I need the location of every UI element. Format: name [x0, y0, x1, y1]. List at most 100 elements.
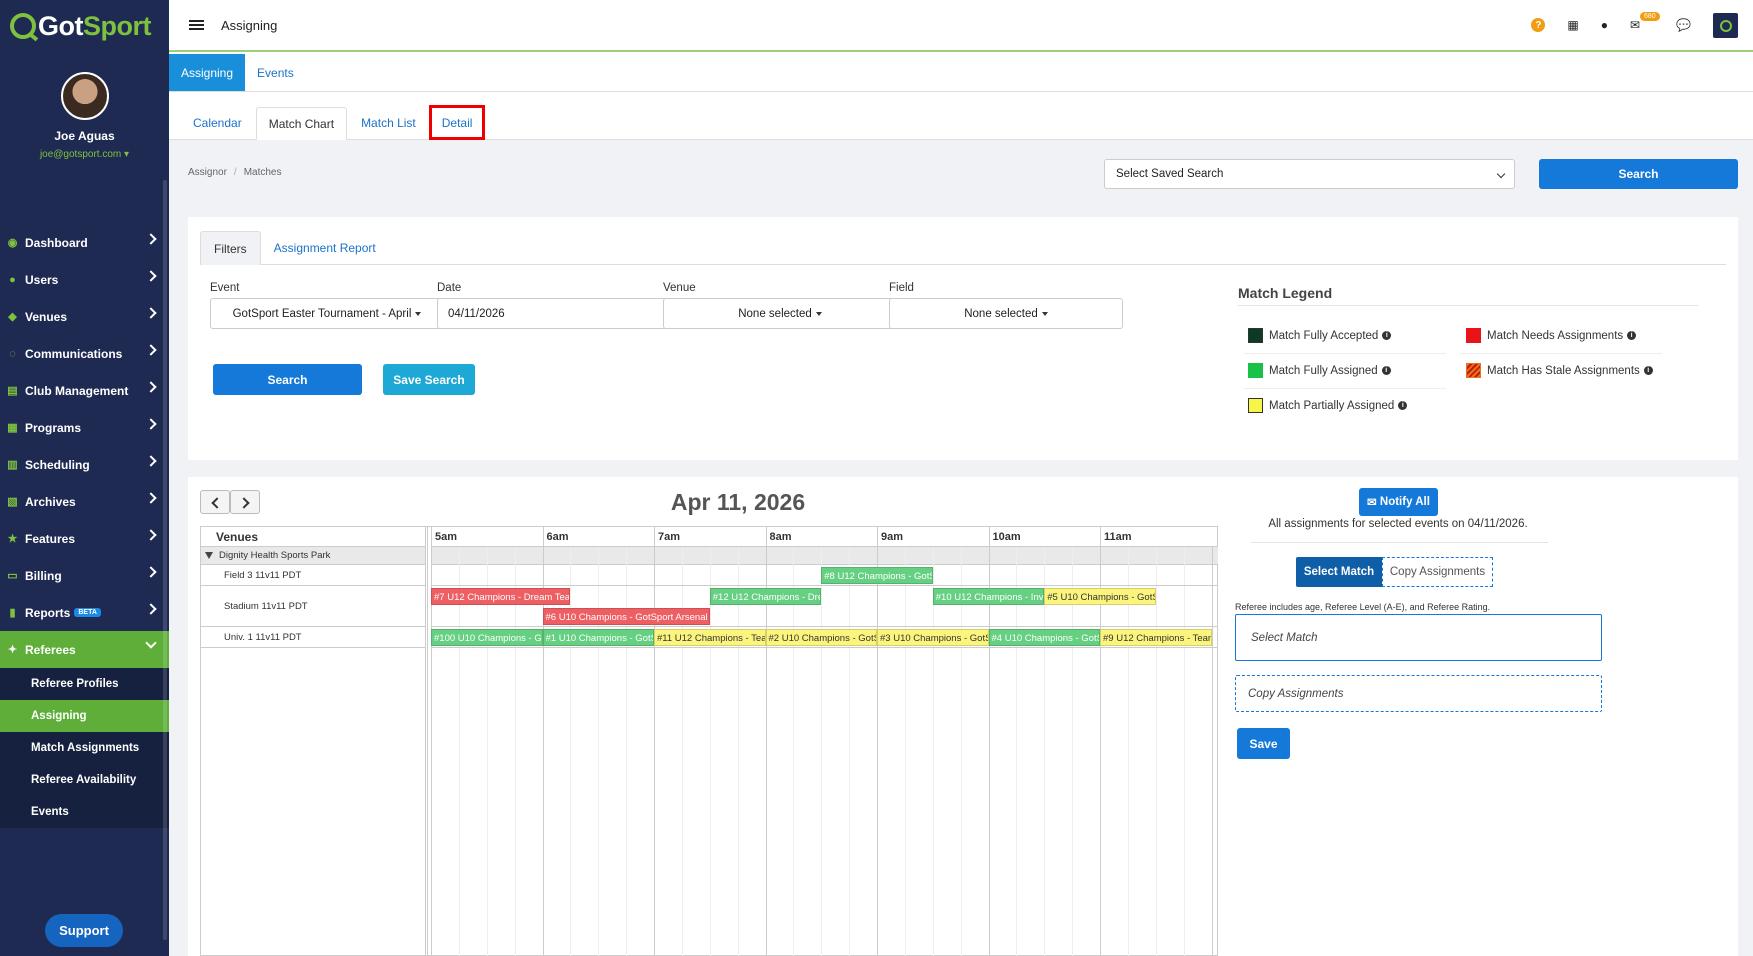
saved-search-select[interactable]: Select Saved Search: [1104, 159, 1515, 189]
legend-label: Match Fully Assigned: [1269, 364, 1378, 377]
info-icon[interactable]: i: [1627, 331, 1637, 340]
sidebar-item-referees[interactable]: ✦ Referees: [0, 631, 169, 668]
match-block[interactable]: #7 U12 Champions - Dream Team U: [431, 588, 571, 605]
select-match-field[interactable]: Select Match: [1235, 614, 1602, 661]
match-block[interactable]: #11 U12 Champions - Team: [654, 629, 766, 646]
reports-icon: ▮: [9, 607, 16, 619]
sidebar-item-dashboard[interactable]: ◉ Dashboard: [0, 224, 169, 261]
chat-icon[interactable]: 💬: [1676, 18, 1691, 32]
match-block[interactable]: #6 U10 Champions - GotSport Arsenal (A): [542, 608, 710, 625]
mail-icon[interactable]: ✉ 680: [1630, 12, 1660, 32]
timeline-row: [431, 586, 1218, 627]
match-block[interactable]: #3 U10 Champions - GotSport: [877, 629, 989, 646]
venue-label: Venue: [663, 282, 696, 294]
sidebar-item-venues[interactable]: ◆ Venues: [0, 298, 169, 335]
copy-assignments-field[interactable]: Copy Assignments: [1235, 675, 1602, 712]
match-block[interactable]: #1 U10 Champions - GotSport: [542, 629, 654, 646]
help-icon[interactable]: ?: [1531, 18, 1546, 32]
sidebar-item-label: Reports: [25, 605, 71, 620]
tab-match-list[interactable]: Match List: [361, 115, 416, 130]
app-switcher-icon[interactable]: [1713, 12, 1738, 38]
info-icon[interactable]: i: [1382, 331, 1392, 340]
venue-group-row[interactable]: Dignity Health Sports Park: [201, 547, 425, 565]
gotsport-logo[interactable]: GotSport: [0, 0, 169, 52]
saved-search-button[interactable]: Search: [1539, 159, 1738, 189]
match-block[interactable]: #2 U10 Champions - GotSport: [765, 629, 877, 646]
support-button[interactable]: Support: [45, 914, 123, 947]
tab-match-chart[interactable]: Match Chart: [255, 107, 348, 140]
sidebar-subitem-referee-profiles[interactable]: Referee Profiles: [31, 678, 119, 690]
chevron-icon: [145, 637, 157, 649]
sidebar-item-billing[interactable]: ▭ Billing: [0, 557, 169, 594]
notify-all-button[interactable]: ✉ Notify All: [1359, 488, 1438, 516]
select-match-tab[interactable]: Select Match: [1296, 557, 1382, 587]
sidebar-item-communications[interactable]: ◌ Communications: [0, 335, 169, 372]
hour-label: 9am: [877, 527, 989, 547]
user-icon[interactable]: ●: [1600, 18, 1608, 32]
match-block[interactable]: #10 U12 Champions - Invita: [932, 588, 1045, 605]
venues-icon: ◆: [8, 311, 17, 323]
match-block[interactable]: #9 U12 Champions - Team Ca: [1100, 629, 1212, 646]
match-block[interactable]: #8 U12 Champions - GotSport: [821, 567, 933, 584]
tab-events[interactable]: Events: [257, 65, 294, 80]
match-block[interactable]: #5 U10 Champions - GotSport: [1044, 588, 1156, 605]
info-icon[interactable]: i: [1398, 401, 1408, 410]
tab-detail[interactable]: Detail: [428, 105, 486, 140]
top-icons: ? ▦ ● ✉ 680 💬: [1531, 0, 1753, 50]
venue-select[interactable]: None selected: [663, 298, 897, 329]
info-icon[interactable]: i: [1643, 366, 1653, 375]
legend-title: Match Legend: [1238, 285, 1333, 301]
user-email-dropdown[interactable]: joe@gotsport.com ▾: [39, 149, 130, 160]
info-icon[interactable]: i: [1381, 366, 1391, 375]
sidebar-item-scheduling[interactable]: ▥ Scheduling: [0, 446, 169, 483]
sidebar-item-programs[interactable]: ▦ Programs: [0, 409, 169, 446]
sidebar-subitem-referee-availability[interactable]: Referee Availability: [31, 774, 137, 786]
legend-swatch: [1248, 398, 1263, 413]
save-search-button[interactable]: Save Search: [383, 364, 475, 395]
collapse-triangle-icon[interactable]: [205, 552, 213, 559]
breadcrumb-assignor[interactable]: Assignor: [188, 167, 227, 178]
user-email: joe@gotsport.com: [39, 149, 122, 160]
sidebar: GotSport Joe Aguas joe@gotsport.com ▾ ◉ D…: [0, 0, 169, 956]
tab-filters[interactable]: Filters: [200, 231, 261, 265]
grid-line: [1016, 547, 1018, 956]
sidebar-subitem-assigning[interactable]: Assigning: [0, 700, 169, 732]
tab-assigning[interactable]: Assigning: [169, 54, 246, 91]
billing-icon: ▭: [7, 570, 18, 582]
users-icon: ●: [9, 273, 16, 286]
previous-day-button[interactable]: [200, 490, 230, 514]
grid-line: [626, 547, 628, 956]
match-block[interactable]: #100 U10 Champions - Gotsport: [431, 629, 543, 646]
tab-calendar[interactable]: Calendar: [193, 115, 242, 130]
hamburger-menu-icon[interactable]: [189, 20, 204, 30]
chevron-icon: [145, 270, 157, 282]
filter-search-button[interactable]: Search: [213, 364, 362, 395]
sidebar-item-reports[interactable]: ▮ Reports BETA: [0, 594, 169, 631]
sidebar-item-label: Features: [25, 531, 76, 546]
event-select[interactable]: GotSport Easter Tournament - April: [210, 298, 444, 329]
sidebar-scrollbar[interactable]: [163, 180, 167, 940]
match-block[interactable]: #4 U10 Champions - GotSport: [988, 629, 1100, 646]
grid-line: [1100, 547, 1101, 956]
qr-code-icon[interactable]: ▦: [1567, 18, 1579, 32]
sidebar-item-features[interactable]: ★ Features: [0, 520, 169, 557]
field-select[interactable]: None selected: [889, 298, 1123, 329]
date-field[interactable]: 04/11/2026: [437, 298, 671, 329]
sidebar-subitem-events[interactable]: Events: [31, 806, 69, 818]
avatar[interactable]: [60, 72, 109, 120]
match-block[interactable]: #12 U12 Champions - Dream: [709, 588, 822, 605]
tab-assignment-report[interactable]: Assignment Report: [273, 241, 376, 255]
sidebar-subitem-match-assignments[interactable]: Match Assignments: [31, 742, 140, 754]
next-day-button[interactable]: [230, 490, 260, 514]
calendar-icon: ▥: [7, 459, 18, 471]
copy-assignments-tab[interactable]: Copy Assignments: [1382, 557, 1493, 587]
sidebar-item-club-management[interactable]: ▤ Club Management: [0, 372, 169, 409]
filter-tabs: Filters Assignment Report: [200, 231, 1726, 265]
timeline-row: [431, 565, 1218, 586]
save-button[interactable]: Save: [1237, 728, 1290, 759]
legend-needs-assignments: Match Needs Assignments i: [1466, 328, 1637, 343]
sidebar-item-archives[interactable]: ▧ Archives: [0, 483, 169, 520]
grid-line: [1127, 547, 1129, 956]
caret-down-icon: [1041, 311, 1048, 316]
sidebar-item-users[interactable]: ● Users: [0, 261, 169, 298]
